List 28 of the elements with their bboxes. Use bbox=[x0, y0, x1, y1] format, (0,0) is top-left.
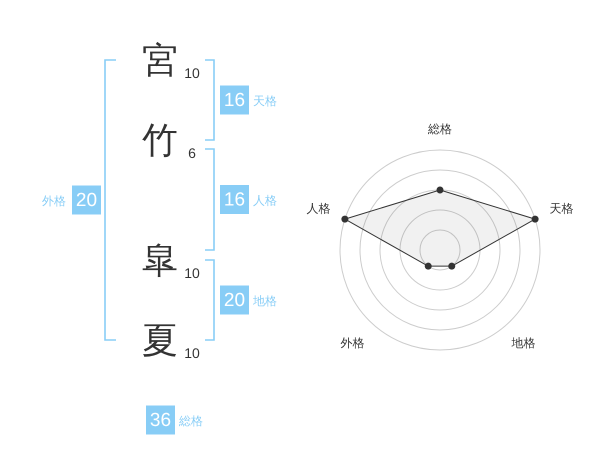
data-label: 36 bbox=[150, 410, 172, 431]
value: 16 bbox=[220, 86, 249, 114]
stroke-count: 10 bbox=[184, 65, 200, 81]
character: 竹 bbox=[142, 120, 178, 160]
data-label: 20 bbox=[76, 190, 98, 211]
value: 20 bbox=[220, 286, 249, 314]
category: 天格 bbox=[549, 201, 574, 216]
label: 人格 bbox=[253, 194, 277, 208]
label: 外格 bbox=[42, 194, 66, 208]
data-label: 16 bbox=[224, 90, 246, 111]
category: 外格 bbox=[340, 336, 364, 350]
label: 総格 bbox=[179, 414, 203, 428]
data-label: 20 bbox=[224, 290, 246, 311]
character: 夏 bbox=[142, 320, 178, 360]
character: 宮 bbox=[142, 40, 178, 80]
value: 20 bbox=[72, 186, 101, 214]
stroke-count: 6 bbox=[188, 145, 196, 161]
data-label: 16 bbox=[224, 190, 246, 210]
value: 36 bbox=[146, 406, 175, 434]
category: 地格 bbox=[512, 336, 536, 350]
character: 皐 bbox=[142, 240, 178, 280]
stroke-count: 10 bbox=[184, 265, 200, 281]
stroke-count: 10 bbox=[184, 345, 200, 361]
category: 人格 bbox=[306, 201, 331, 216]
label: 地格 bbox=[253, 294, 277, 308]
value: 16 bbox=[220, 185, 249, 214]
category: 総格 bbox=[428, 122, 452, 136]
label: 天格 bbox=[253, 94, 277, 108]
